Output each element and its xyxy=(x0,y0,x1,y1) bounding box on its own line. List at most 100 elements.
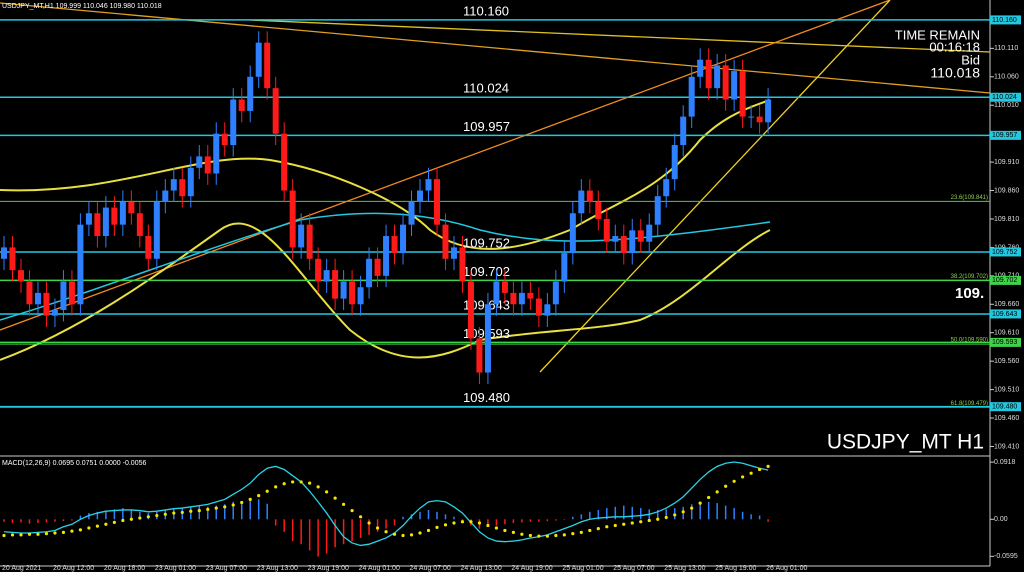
signal-dot xyxy=(95,524,99,528)
candle-body xyxy=(213,133,220,174)
signal-dot xyxy=(707,495,711,500)
candle-body xyxy=(1,247,7,259)
candle-body xyxy=(603,218,610,242)
candle-body xyxy=(671,145,678,180)
signal-dot xyxy=(477,521,482,525)
signal-dot xyxy=(511,530,515,534)
x-tick-label: 24 Aug 19:00 xyxy=(511,565,552,572)
price-tag: 109. xyxy=(955,285,984,302)
candle-body xyxy=(476,338,483,373)
signal-dot xyxy=(758,467,762,472)
level-tag-label: 109.643 xyxy=(992,311,1017,318)
y-tick-label: -0.0595 xyxy=(994,553,1018,560)
signal-dot xyxy=(562,533,566,537)
x-tick-label: 23 Aug 19:00 xyxy=(308,565,349,572)
signal-dot xyxy=(282,482,286,486)
signal-dot xyxy=(172,511,176,515)
candle-body xyxy=(102,207,109,237)
candle-body xyxy=(544,304,551,316)
candle-body xyxy=(374,258,381,276)
signal-dot xyxy=(596,527,600,531)
candle-body xyxy=(315,258,322,282)
candle-body xyxy=(408,201,415,225)
signal-dot xyxy=(197,508,201,513)
candle-body xyxy=(748,116,755,118)
signal-dot xyxy=(358,515,363,519)
signal-dot xyxy=(333,496,337,500)
signal-dot xyxy=(435,525,439,529)
signal-dot xyxy=(486,523,490,528)
level-label: 109.702 xyxy=(463,264,510,279)
candle-body xyxy=(221,133,228,146)
candle-body xyxy=(654,196,661,225)
signal-dot xyxy=(452,521,456,525)
signal-dot xyxy=(469,520,473,524)
signal-dot xyxy=(418,531,422,535)
signal-dot xyxy=(189,509,193,513)
signal-dot xyxy=(70,529,74,533)
fib-label: 23.6(109.841) xyxy=(951,195,988,201)
candle-body xyxy=(85,213,92,225)
level-tag-label: 109.957 xyxy=(992,132,1017,139)
level-tag xyxy=(990,275,1021,285)
x-tick-label: 25 Aug 13:00 xyxy=(664,565,705,572)
candle-body xyxy=(298,224,305,248)
candle-body xyxy=(77,224,84,305)
signal-dot xyxy=(545,534,549,538)
candle-body xyxy=(493,281,500,305)
candle-body xyxy=(620,236,627,254)
candle-body xyxy=(688,76,695,117)
band-line xyxy=(0,222,771,361)
x-tick-label: 23 Aug 13:00 xyxy=(257,565,298,572)
level-tag xyxy=(990,130,1021,140)
candle-body xyxy=(552,281,559,305)
candle-body xyxy=(561,253,568,282)
x-tick-label: 24 Aug 13:00 xyxy=(460,565,501,572)
bid-label: Bid xyxy=(961,52,980,67)
signal-dot xyxy=(460,520,465,524)
candle-body xyxy=(289,190,296,248)
candle-body xyxy=(433,179,440,225)
signal-dot xyxy=(724,484,728,488)
candle-body xyxy=(60,281,67,310)
candle-body xyxy=(578,190,585,214)
candle-body xyxy=(51,309,58,316)
candle-body xyxy=(595,201,602,219)
signal-dot xyxy=(325,490,329,494)
signal-dot xyxy=(571,532,575,536)
signal-dot xyxy=(537,534,541,538)
candle-body xyxy=(417,190,424,202)
signal-dot xyxy=(639,520,643,524)
candle-body xyxy=(281,133,288,191)
signal-dot xyxy=(375,526,380,530)
signal-dot xyxy=(494,526,499,530)
signal-dot xyxy=(681,510,685,514)
candle-body xyxy=(17,270,24,282)
signal-dot xyxy=(554,533,558,538)
signal-dot xyxy=(749,471,753,475)
y-tick-label: 0.0918 xyxy=(994,459,1016,466)
candle-body xyxy=(731,71,738,100)
candle-body xyxy=(714,65,721,89)
candle-body xyxy=(637,230,644,242)
signal-dot xyxy=(104,522,108,526)
x-tick-label: 24 Aug 07:00 xyxy=(410,565,451,572)
signal-dot xyxy=(588,528,592,533)
signal-dot xyxy=(443,523,448,527)
bid-value: 110.018 xyxy=(930,65,980,81)
candle-body xyxy=(196,156,203,168)
level-tag-label: 110.160 xyxy=(992,17,1017,24)
signal-dot xyxy=(741,475,745,479)
signal-dot xyxy=(2,533,6,538)
y-tick-label: 109.860 xyxy=(994,187,1019,194)
candle-body xyxy=(43,292,50,316)
signal-dot xyxy=(520,532,524,536)
candle-body xyxy=(527,292,534,299)
signal-dot xyxy=(214,506,218,510)
level-label: 109.480 xyxy=(463,390,510,405)
candle-body xyxy=(400,224,407,254)
candle-body xyxy=(255,42,262,77)
candle-body xyxy=(136,213,143,237)
trend-line xyxy=(0,0,891,331)
